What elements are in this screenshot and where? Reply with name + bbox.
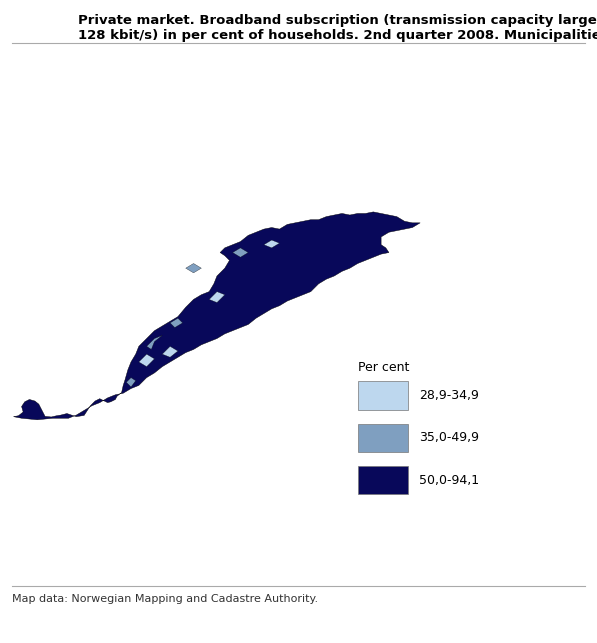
Polygon shape <box>14 212 420 420</box>
Text: 50,0-94,1: 50,0-94,1 <box>419 474 479 487</box>
Polygon shape <box>170 318 183 327</box>
Polygon shape <box>147 336 162 349</box>
Text: 28,9-34,9: 28,9-34,9 <box>419 389 479 402</box>
Polygon shape <box>162 347 178 358</box>
Polygon shape <box>139 354 155 367</box>
Bar <box>358 424 408 452</box>
Text: Map data: Norwegian Mapping and Cadastre Authority.: Map data: Norwegian Mapping and Cadastre… <box>12 594 318 604</box>
Polygon shape <box>209 292 225 303</box>
Polygon shape <box>264 240 279 248</box>
Polygon shape <box>186 264 201 273</box>
Polygon shape <box>127 377 136 387</box>
Text: 35,0-49,9: 35,0-49,9 <box>419 431 479 444</box>
Text: Per cent: Per cent <box>358 361 409 374</box>
Text: Private market. Broadband subscription (transmission capacity larger than
128 kb: Private market. Broadband subscription (… <box>78 14 597 42</box>
Bar <box>358 466 408 494</box>
Bar <box>358 381 408 410</box>
Polygon shape <box>233 248 248 257</box>
